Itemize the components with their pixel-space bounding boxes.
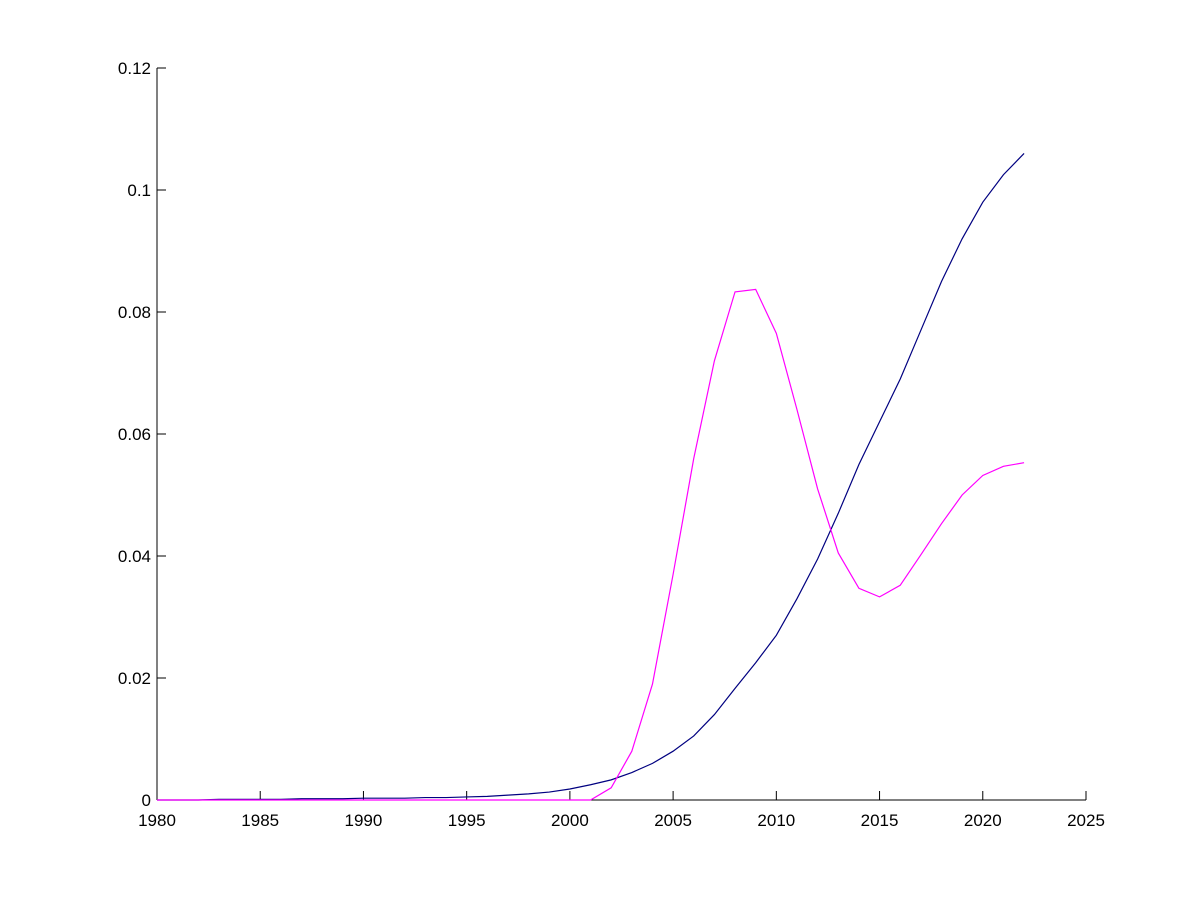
- series-line: [157, 288, 1025, 801]
- x-tick-label: 2000: [551, 811, 589, 830]
- series-line: [157, 152, 1025, 801]
- y-tick-label: 0.04: [118, 547, 151, 566]
- y-tick-label: 0.1: [127, 181, 151, 200]
- y-tick-label: 0: [142, 791, 151, 810]
- x-tick-label: 2020: [964, 811, 1002, 830]
- x-tick-label: 2015: [861, 811, 899, 830]
- x-tick-label: 1985: [241, 811, 279, 830]
- x-tick-label: 1980: [138, 811, 176, 830]
- x-tick-label: 1995: [448, 811, 486, 830]
- y-tick-label: 0.02: [118, 669, 151, 688]
- x-tick-label: 1990: [345, 811, 383, 830]
- y-tick-label: 0.06: [118, 425, 151, 444]
- y-tick-label: 0.08: [118, 303, 151, 322]
- x-tick-label: 2005: [654, 811, 692, 830]
- y-tick-label: 0.12: [118, 59, 151, 78]
- x-tick-label: 2025: [1067, 811, 1105, 830]
- x-tick-label: 2010: [757, 811, 795, 830]
